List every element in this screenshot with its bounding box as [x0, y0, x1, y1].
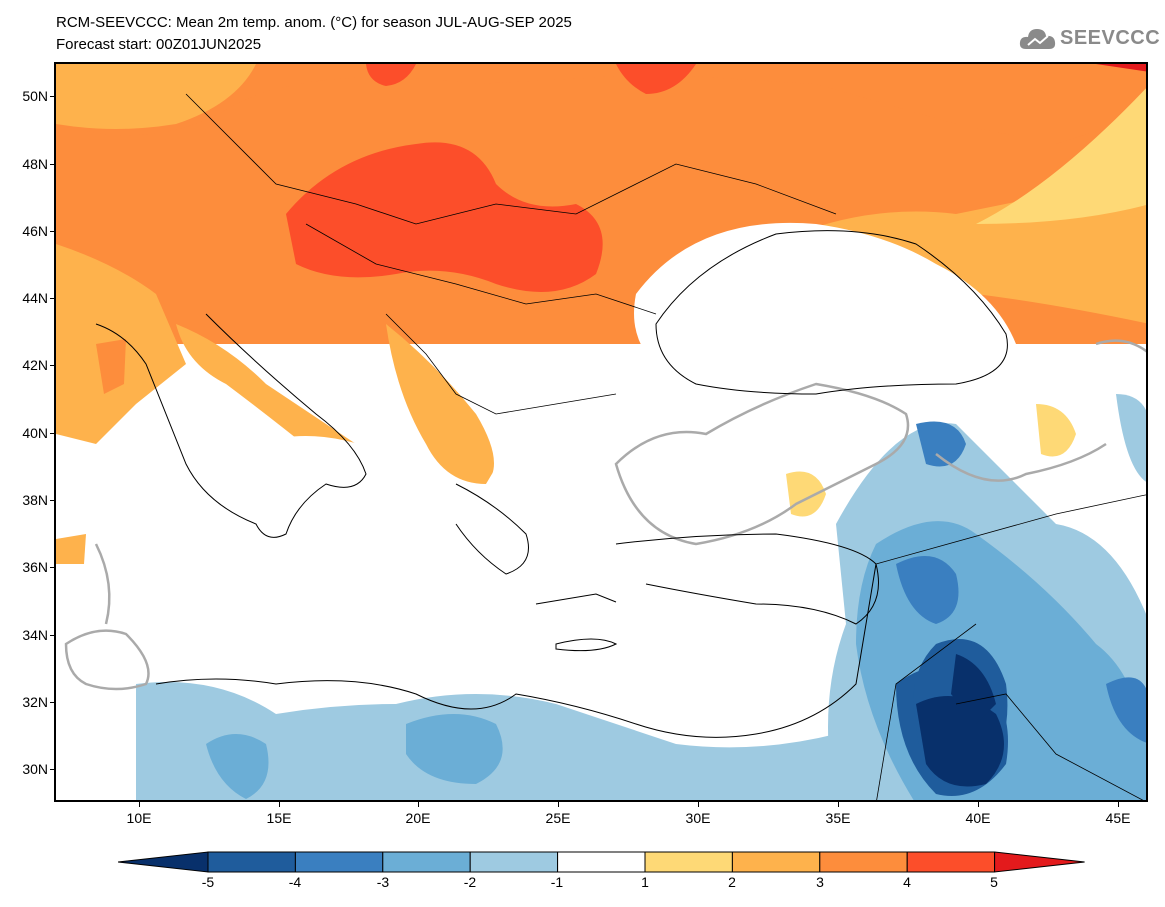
- lon-label: 40E: [965, 810, 991, 826]
- lat-tick: [50, 231, 56, 232]
- cloud-icon: [1019, 29, 1056, 49]
- colorbar-segment: [557, 851, 646, 873]
- colorbar-segment: [207, 851, 296, 873]
- lon-tick: [698, 801, 699, 807]
- colorbar-segment: [819, 851, 908, 873]
- lon-label: 20E: [405, 810, 431, 826]
- colorbar-label: 2: [728, 874, 736, 890]
- colorbar-segment: [294, 851, 384, 873]
- colorbar-arrow-high: [994, 851, 1085, 873]
- lat-tick: [50, 500, 56, 501]
- lon-tick: [139, 801, 140, 807]
- lat-label: 42N: [22, 357, 48, 373]
- forecast-start-label: Forecast start: 00Z01JUN2025: [56, 36, 262, 53]
- lon-label: 35E: [825, 810, 851, 826]
- logo-text: SEEVCCC: [1060, 27, 1161, 49]
- lat-label: 38N: [22, 492, 48, 508]
- lon-tick: [279, 801, 280, 807]
- lon-tick: [558, 801, 559, 807]
- colorbar-segment: [382, 851, 471, 873]
- lat-label: 44N: [22, 290, 48, 306]
- black-sea: [634, 222, 1016, 388]
- lon-label: 25E: [545, 810, 571, 826]
- colorbar-label: -3: [376, 874, 390, 890]
- colorbar-segment: [906, 851, 996, 873]
- lat-label: 46N: [22, 223, 48, 239]
- lon-label: 10E: [126, 810, 152, 826]
- colorbar-label: -2: [463, 874, 477, 890]
- zero-contour-anatolia: [614, 382, 910, 546]
- anomaly-map: [56, 64, 1146, 800]
- lat-label: 50N: [22, 88, 48, 104]
- colorbar-segment: [731, 851, 821, 873]
- colorbar-arrow-low: [118, 851, 209, 873]
- colorbar-label: -5: [201, 874, 215, 890]
- lat-label: 40N: [22, 425, 48, 441]
- lat-label: 36N: [22, 559, 48, 575]
- lon-label: 30E: [685, 810, 711, 826]
- lon-tick: [418, 801, 419, 807]
- colorbar-label: 3: [816, 874, 824, 890]
- lon-tick: [838, 801, 839, 807]
- chart-title: RCM-SEEVCCC: Mean 2m temp. anom. (°C) fo…: [56, 14, 572, 31]
- lat-tick: [50, 702, 56, 703]
- lon-tick: [1118, 801, 1119, 807]
- lat-label: 30N: [22, 761, 48, 777]
- lat-tick: [50, 567, 56, 568]
- lat-label: 48N: [22, 156, 48, 172]
- lon-label: 15E: [266, 810, 292, 826]
- lat-label: 32N: [22, 694, 48, 710]
- seevccc-logo: SEEVCCC: [1018, 22, 1160, 56]
- colorbar-label: -4: [288, 874, 302, 890]
- lat-tick: [50, 96, 56, 97]
- lat-tick: [50, 433, 56, 434]
- colorbar-segment: [644, 851, 733, 873]
- colorbar-label: -1: [550, 874, 564, 890]
- lat-tick: [50, 635, 56, 636]
- lat-label: 34N: [22, 627, 48, 643]
- lon-label: 45E: [1105, 810, 1131, 826]
- colorbar-segment: [469, 851, 559, 873]
- lon-tick: [978, 801, 979, 807]
- lat-tick: [50, 769, 56, 770]
- colorbar: [118, 851, 1085, 873]
- lat-tick: [50, 298, 56, 299]
- colorbar-label: 4: [903, 874, 911, 890]
- colorbar-label: 5: [990, 874, 998, 890]
- cold-core: [916, 696, 1004, 787]
- lat-tick: [50, 365, 56, 366]
- lat-tick: [50, 164, 56, 165]
- map-panel: [54, 62, 1148, 802]
- colorbar-label: 1: [641, 874, 649, 890]
